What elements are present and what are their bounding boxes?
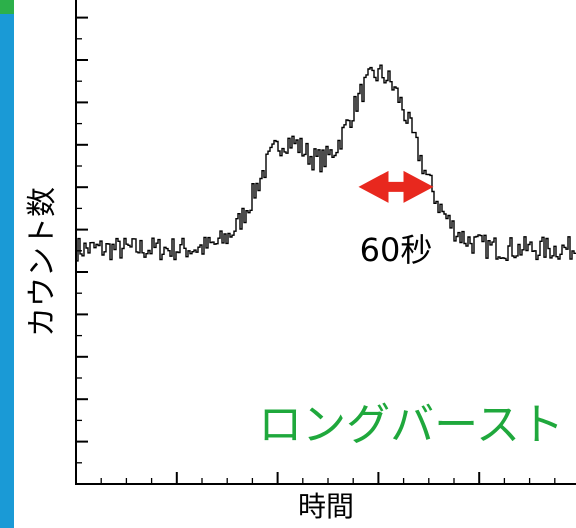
burst-type-label: ロングバースト: [258, 400, 564, 451]
duration-arrow: [358, 170, 434, 203]
accent-bar: [0, 0, 14, 528]
arrow-head-left: [358, 170, 389, 203]
accent-corner: [0, 0, 14, 14]
plot-frame: [75, 0, 576, 485]
y-axis-label: カウント数: [25, 187, 60, 337]
arrow-head-right: [403, 170, 434, 203]
ticks-group: [75, 16, 556, 485]
x-axis-label: 時間: [298, 490, 354, 523]
arrow-label: 60秒: [360, 231, 433, 269]
count-rate-trace: [76, 64, 576, 262]
trace-group: [76, 64, 576, 262]
